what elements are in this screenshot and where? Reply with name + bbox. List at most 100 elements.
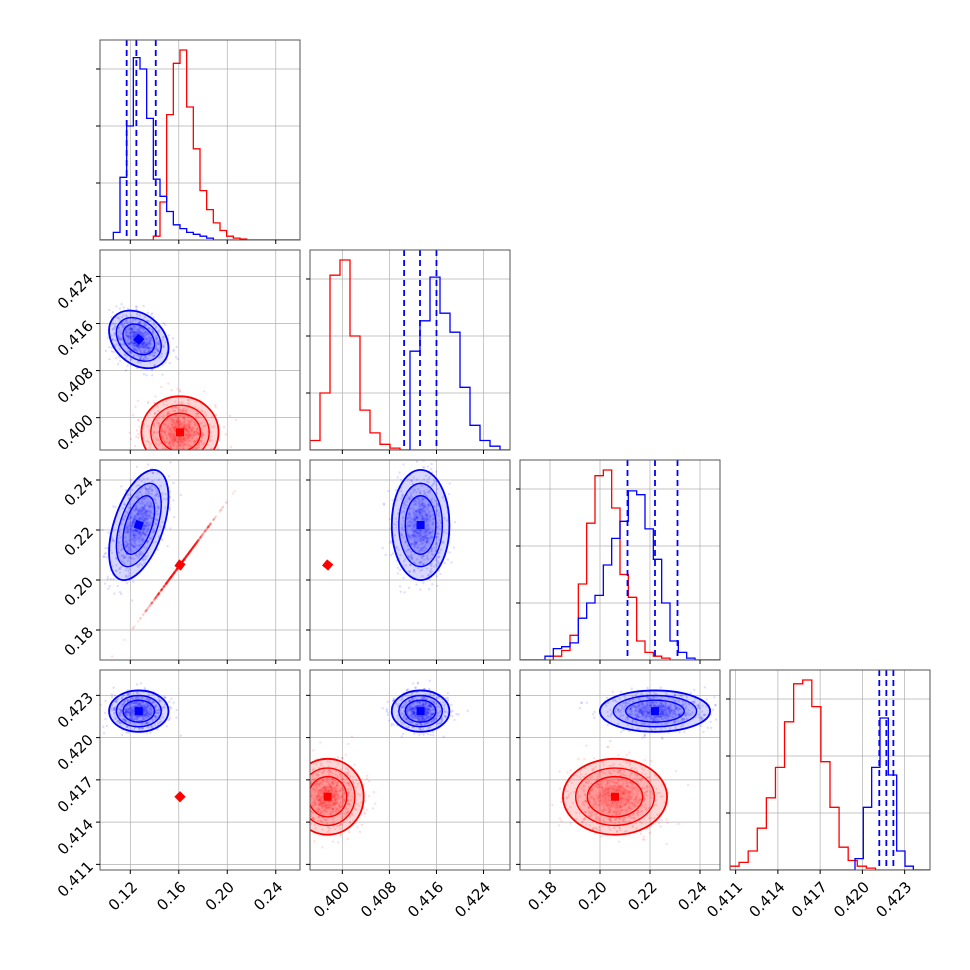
scatter-point bbox=[165, 581, 169, 584]
scatter-point bbox=[130, 328, 133, 331]
scatter-point bbox=[183, 0, 185, 1]
scatter-point bbox=[429, 572, 433, 575]
scatter-point bbox=[145, 333, 149, 336]
scatter-point bbox=[180, 414, 183, 418]
scatter-point bbox=[305, 0, 307, 1]
scatter-point bbox=[347, 0, 349, 1]
scatter-point bbox=[407, 538, 411, 541]
scatter-point bbox=[180, 0, 182, 1]
scatter-point bbox=[184, 0, 186, 1]
scatter-point bbox=[121, 560, 124, 564]
scatter-point bbox=[414, 540, 418, 544]
scatter-point bbox=[187, 444, 190, 447]
scatter-point bbox=[164, 583, 167, 586]
scatter-point bbox=[176, 416, 179, 420]
scatter-point bbox=[173, 570, 177, 573]
scatter-point bbox=[153, 351, 157, 355]
scatter-point bbox=[194, 0, 196, 1]
scatter-point bbox=[205, 0, 207, 1]
scatter-point bbox=[397, 548, 400, 551]
scatter-point bbox=[184, 556, 187, 560]
scatter-point bbox=[206, 0, 208, 1]
scatter-point bbox=[133, 342, 136, 345]
scatter-point bbox=[132, 557, 136, 561]
scatter-point bbox=[181, 559, 185, 563]
scatter-point bbox=[184, 0, 186, 1]
scatter-point bbox=[190, 430, 194, 433]
scatter-point bbox=[312, 0, 314, 1]
scatter-point bbox=[417, 510, 421, 514]
scatter-point bbox=[111, 322, 115, 325]
scatter-point bbox=[150, 0, 152, 1]
scatter-point bbox=[126, 341, 129, 345]
scatter-point bbox=[178, 409, 182, 412]
scatter-point bbox=[396, 566, 400, 570]
scatter-point bbox=[425, 567, 429, 570]
scatter-point bbox=[171, 0, 173, 1]
scatter-point bbox=[189, 549, 192, 553]
scatter-point bbox=[195, 416, 198, 420]
scatter-point bbox=[187, 434, 190, 437]
scatter-point bbox=[178, 0, 180, 1]
scatter-point bbox=[118, 571, 121, 575]
scatter-point bbox=[300, 0, 302, 1]
scatter-point bbox=[429, 514, 433, 517]
scatter-point bbox=[188, 0, 190, 1]
scatter-point bbox=[344, 0, 346, 1]
scatter-point bbox=[181, 0, 183, 1]
scatter-point bbox=[314, 0, 316, 1]
scatter-point bbox=[192, 0, 194, 1]
scatter-point bbox=[133, 518, 137, 521]
scatter-point bbox=[118, 329, 121, 332]
scatter-point bbox=[324, 0, 326, 1]
scatter-point bbox=[164, 0, 166, 1]
scatter-point bbox=[152, 431, 156, 434]
scatter-point bbox=[419, 534, 422, 537]
scatter-point bbox=[325, 0, 327, 1]
scatter-point bbox=[183, 557, 187, 560]
scatter-point bbox=[145, 609, 148, 612]
scatter-point bbox=[170, 435, 173, 438]
scatter-point bbox=[162, 0, 164, 1]
scatter-point bbox=[186, 0, 188, 1]
scatter-point bbox=[410, 455, 412, 457]
scatter-point bbox=[127, 557, 130, 560]
scatter-point bbox=[201, 432, 205, 436]
scatter-point bbox=[314, 0, 316, 1]
scatter-point bbox=[223, 0, 225, 1]
scatter-point bbox=[181, 0, 183, 1]
scatter-point bbox=[156, 594, 159, 597]
scatter-point bbox=[153, 364, 156, 367]
scatter-point bbox=[165, 0, 167, 1]
scatter-point bbox=[180, 0, 182, 1]
scatter-point bbox=[346, 0, 348, 1]
scatter-point bbox=[180, 0, 182, 1]
scatter-point bbox=[414, 503, 418, 506]
scatter-point bbox=[425, 537, 429, 540]
scatter-point bbox=[188, 0, 190, 1]
scatter-point bbox=[143, 508, 146, 512]
scatter-point bbox=[319, 0, 321, 1]
scatter-point bbox=[106, 577, 109, 581]
scatter-point bbox=[188, 0, 190, 1]
scatter-point bbox=[102, 555, 105, 558]
scatter-point bbox=[155, 0, 157, 1]
scatter-point bbox=[146, 490, 150, 494]
scatter-point bbox=[129, 337, 132, 340]
scatter-point bbox=[197, 0, 199, 1]
scatter-point bbox=[305, 0, 307, 1]
scatter-point bbox=[167, 579, 170, 582]
scatter-point bbox=[418, 504, 422, 507]
scatter-point bbox=[185, 0, 187, 1]
scatter-point bbox=[188, 423, 191, 427]
scatter-point bbox=[159, 0, 161, 1]
scatter-point bbox=[331, 0, 333, 1]
scatter-point bbox=[142, 709, 146, 712]
scatter-point bbox=[120, 328, 123, 332]
scatter-point bbox=[421, 542, 424, 545]
scatter-point bbox=[365, 0, 367, 1]
scatter-point bbox=[438, 515, 441, 518]
scatter-point bbox=[319, 0, 321, 1]
scatter-point bbox=[169, 576, 172, 580]
scatter-point bbox=[324, 0, 326, 1]
